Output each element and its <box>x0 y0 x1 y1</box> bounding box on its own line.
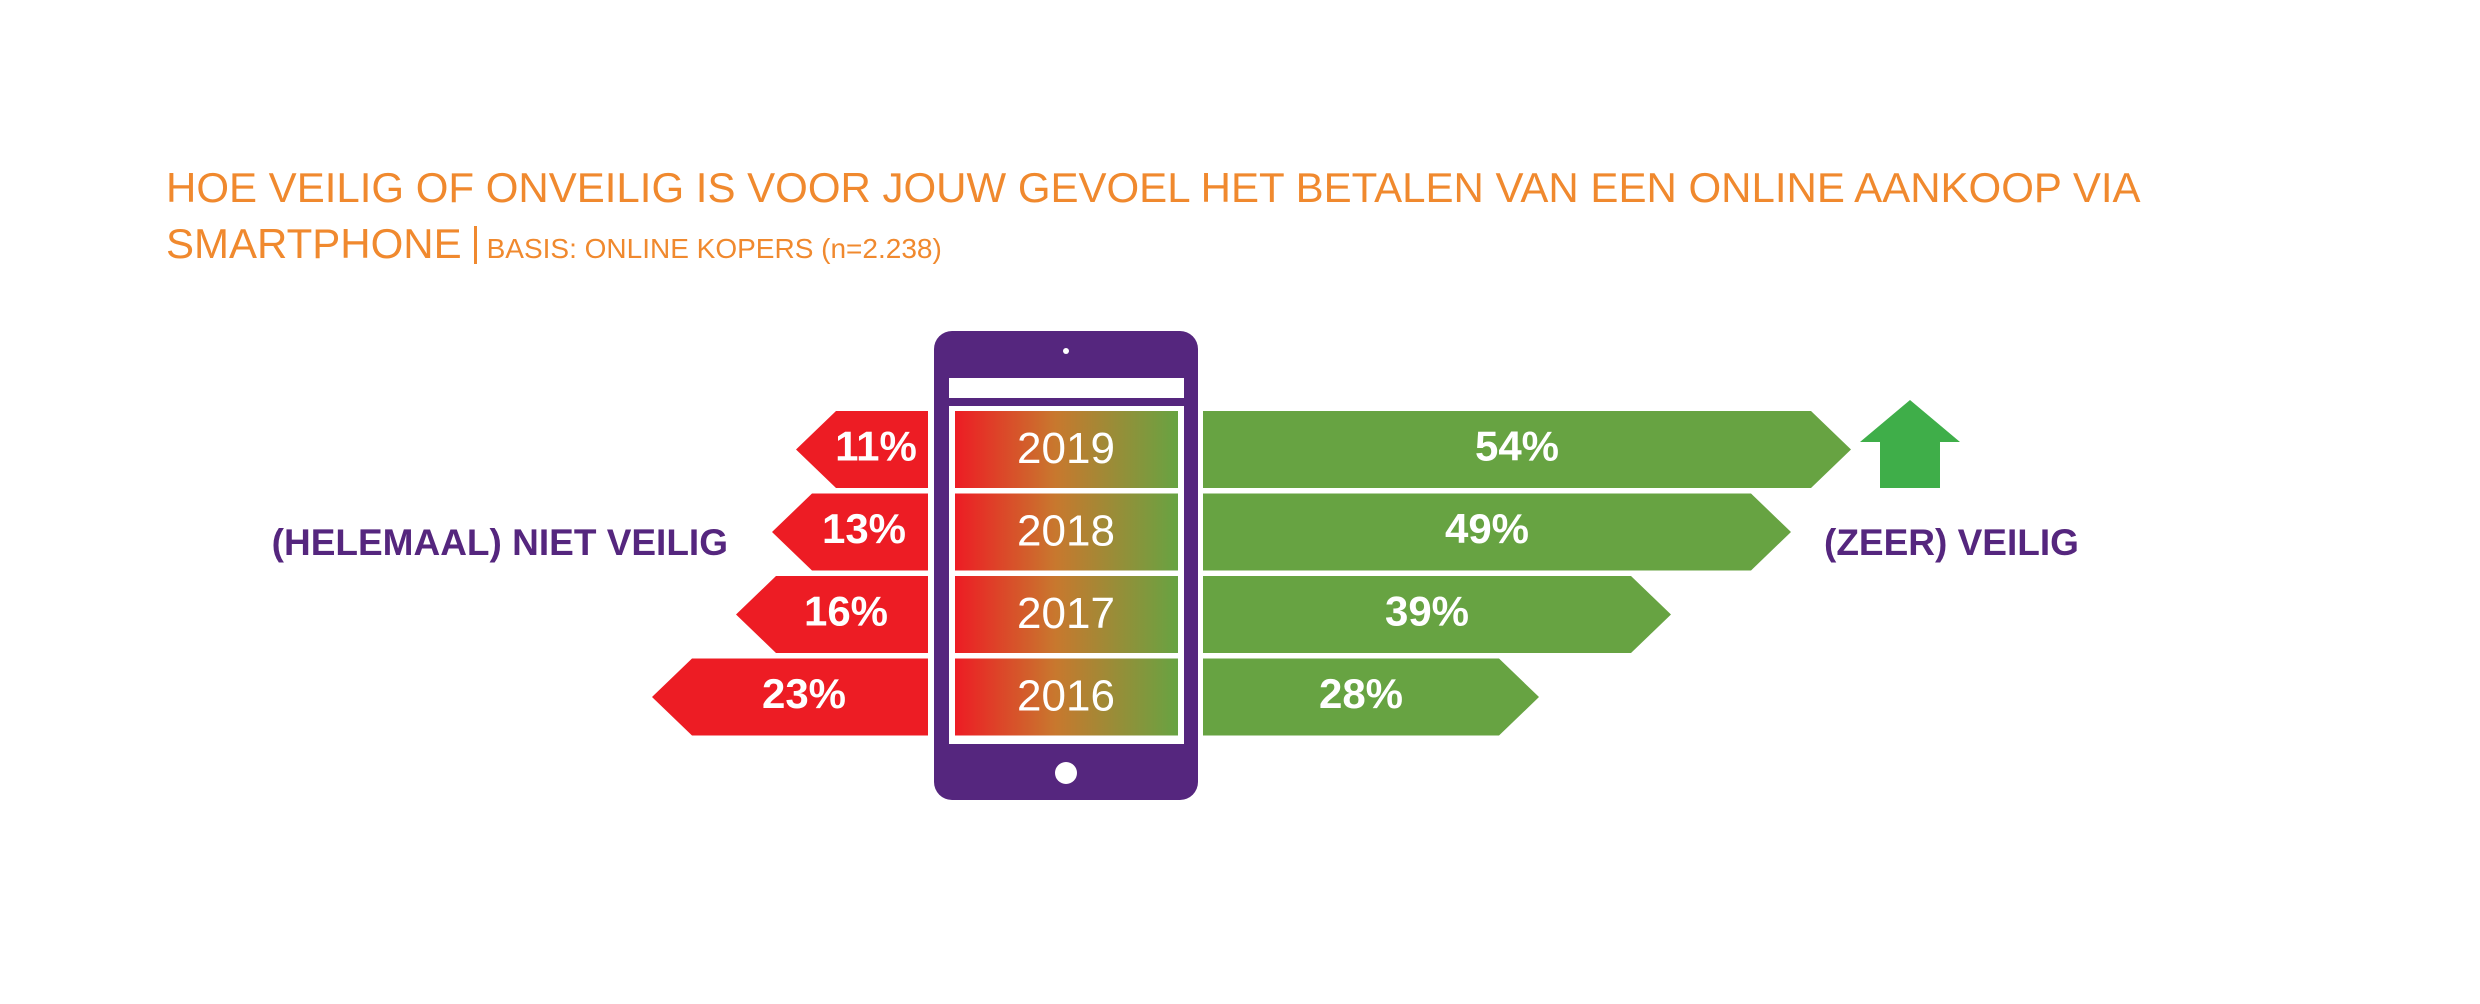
value-label: 11% <box>835 423 917 470</box>
phone-camera <box>1063 348 1069 354</box>
bar <box>1203 658 1539 736</box>
legend-label: (ZEER) VEILIG <box>1824 522 2079 563</box>
value-label: 28% <box>1319 670 1403 717</box>
bar <box>1203 411 1851 488</box>
year-cell <box>955 411 1178 488</box>
year-cell <box>955 658 1178 736</box>
year-label: 2016 <box>1017 672 1115 721</box>
year-cell <box>955 493 1178 571</box>
bar <box>796 411 928 488</box>
value-label: 23% <box>762 670 846 717</box>
legend-label: (HELEMAAL) NIET VEILIG <box>272 522 728 563</box>
value-label: 39% <box>1385 588 1469 635</box>
value-label: 49% <box>1445 505 1529 552</box>
chart-title: HOE VEILIG OF ONVEILIG IS VOOR JOUW GEVO… <box>166 164 2139 267</box>
bar <box>772 493 928 571</box>
screen-divider <box>949 398 1184 406</box>
bar <box>652 658 928 736</box>
bar <box>736 576 928 653</box>
value-label: 13% <box>822 505 906 552</box>
phone-button <box>1055 762 1077 784</box>
year-cell <box>955 576 1178 653</box>
year-label: 2019 <box>1017 424 1115 473</box>
up-arrow <box>1860 400 1960 488</box>
bar <box>1203 493 1791 571</box>
year-label: 2017 <box>1017 589 1115 638</box>
separator <box>473 226 477 264</box>
year-label: 2018 <box>1017 507 1115 556</box>
bar <box>1203 576 1671 653</box>
value-label: 54% <box>1475 423 1559 470</box>
chart-subtitle: BASIS: ONLINE KOPERS (n=2.238) <box>486 233 942 264</box>
chart-title-block: HOE VEILIG OF ONVEILIG IS VOOR JOUW GEVO… <box>166 160 2396 277</box>
value-label: 16% <box>804 588 888 635</box>
